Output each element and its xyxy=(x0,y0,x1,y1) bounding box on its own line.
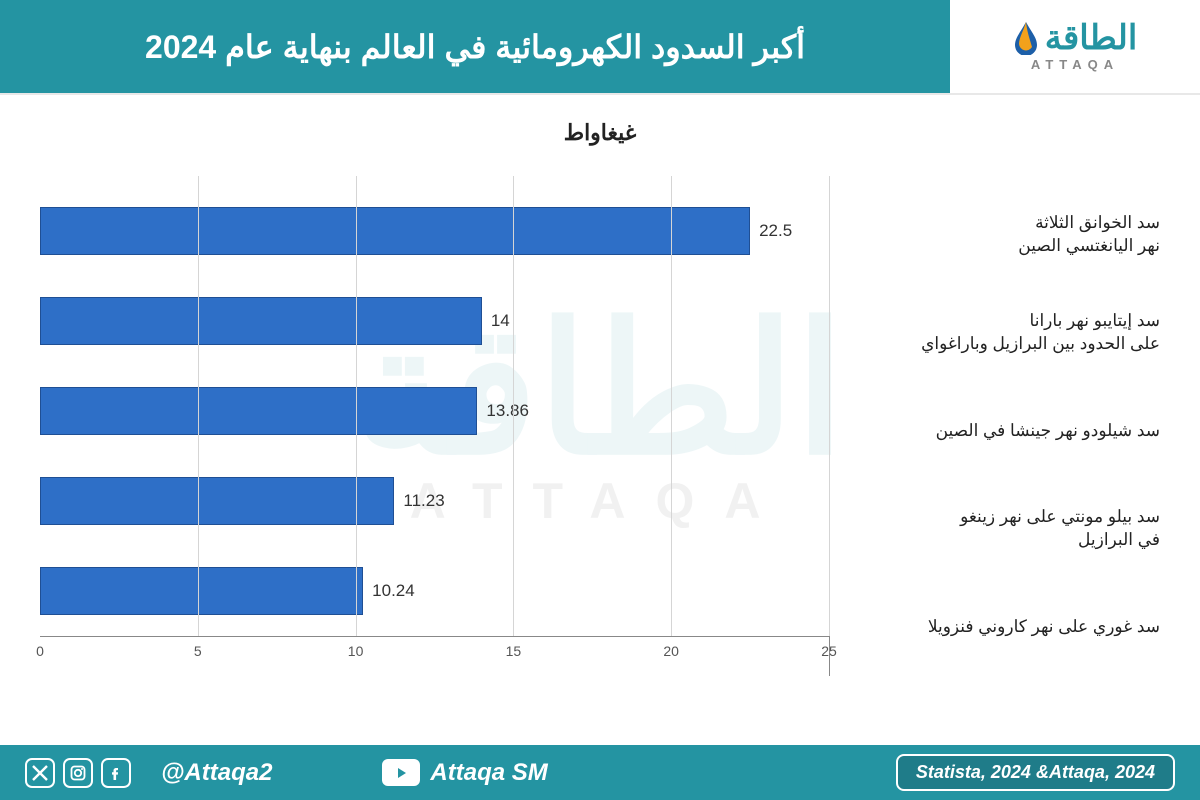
x-tick: 20 xyxy=(663,643,679,659)
bar-row: 11.23 xyxy=(40,456,829,546)
bar-value: 13.86 xyxy=(486,401,529,421)
x-twitter-icon[interactable] xyxy=(25,758,55,788)
grid-line xyxy=(513,176,514,636)
chart-plot: 22.51413.8611.2310.24 0510152025 xyxy=(40,176,830,676)
youtube-icon[interactable] xyxy=(382,759,420,786)
x-tick: 5 xyxy=(194,643,202,659)
bar-label: سد بيلو مونتي على نهر زينغوفي البرازيل xyxy=(830,480,1160,578)
chart-container: الطاقة ATTAQA غيغاواط سد الخوانق الثلاثة… xyxy=(0,95,1200,745)
page-title: أكبر السدود الكهرومائية في العالم بنهاية… xyxy=(145,28,805,66)
source-badge: Statista, 2024 &Attaqa, 2024 xyxy=(896,754,1175,791)
bar-label: سد الخوانق الثلاثةنهر اليانغتسي الصين xyxy=(830,186,1160,284)
bar-value: 10.24 xyxy=(372,581,415,601)
bar: 13.86 xyxy=(40,387,477,435)
brand-logo: الطاقة ATTAQA xyxy=(950,0,1200,93)
bar: 22.5 xyxy=(40,207,750,255)
bar-row: 22.5 xyxy=(40,186,829,276)
facebook-icon[interactable] xyxy=(101,758,131,788)
social-icons-group xyxy=(25,758,131,788)
bar-row: 13.86 xyxy=(40,366,829,456)
x-tick: 10 xyxy=(348,643,364,659)
header: الطاقة ATTAQA أكبر السدود الكهرومائية في… xyxy=(0,0,1200,95)
youtube-group: Attaqa SM xyxy=(382,759,547,787)
instagram-icon[interactable] xyxy=(63,758,93,788)
x-tick: 0 xyxy=(36,643,44,659)
bars-group: 22.5 14 13.86 11.23 10.24 xyxy=(40,186,829,636)
bar-row: 14 xyxy=(40,276,829,366)
water-drop-icon xyxy=(1013,21,1039,55)
bar-label: سد غوري على نهر كاروني فنزويلا xyxy=(830,578,1160,676)
bar: 11.23 xyxy=(40,477,394,525)
bar-label: سد شيلودو نهر جينشا في الصين xyxy=(830,382,1160,480)
grid-line xyxy=(198,176,199,636)
grid-line xyxy=(829,176,830,636)
y-axis-labels: سد الخوانق الثلاثةنهر اليانغتسي الصينسد … xyxy=(830,176,1160,676)
footer: @Attaqa2 Attaqa SM Statista, 2024 &Attaq… xyxy=(0,745,1200,800)
bar-row: 10.24 xyxy=(40,546,829,636)
title-bar: أكبر السدود الكهرومائية في العالم بنهاية… xyxy=(0,0,950,93)
youtube-handle: Attaqa SM xyxy=(430,759,547,787)
chart-unit-label: غيغاواط xyxy=(40,120,1160,146)
logo-text-arabic: الطاقة xyxy=(1045,21,1138,55)
bar-value: 22.5 xyxy=(759,221,792,241)
logo-text-english: ATTAQA xyxy=(1031,57,1119,72)
bar-value: 11.23 xyxy=(403,491,444,511)
grid-line xyxy=(671,176,672,636)
x-axis: 0510152025 xyxy=(40,636,829,676)
x-tick: 15 xyxy=(506,643,522,659)
x-tick: 25 xyxy=(821,643,837,659)
grid-line xyxy=(356,176,357,636)
bar-value: 14 xyxy=(491,311,510,331)
social-handle: @Attaqa2 xyxy=(161,759,272,787)
bar: 14 xyxy=(40,297,482,345)
bar: 10.24 xyxy=(40,567,363,615)
chart-grid: سد الخوانق الثلاثةنهر اليانغتسي الصينسد … xyxy=(40,176,1160,676)
bar-label: سد إيتايبو نهر باراناعلى الحدود بين البر… xyxy=(830,284,1160,382)
